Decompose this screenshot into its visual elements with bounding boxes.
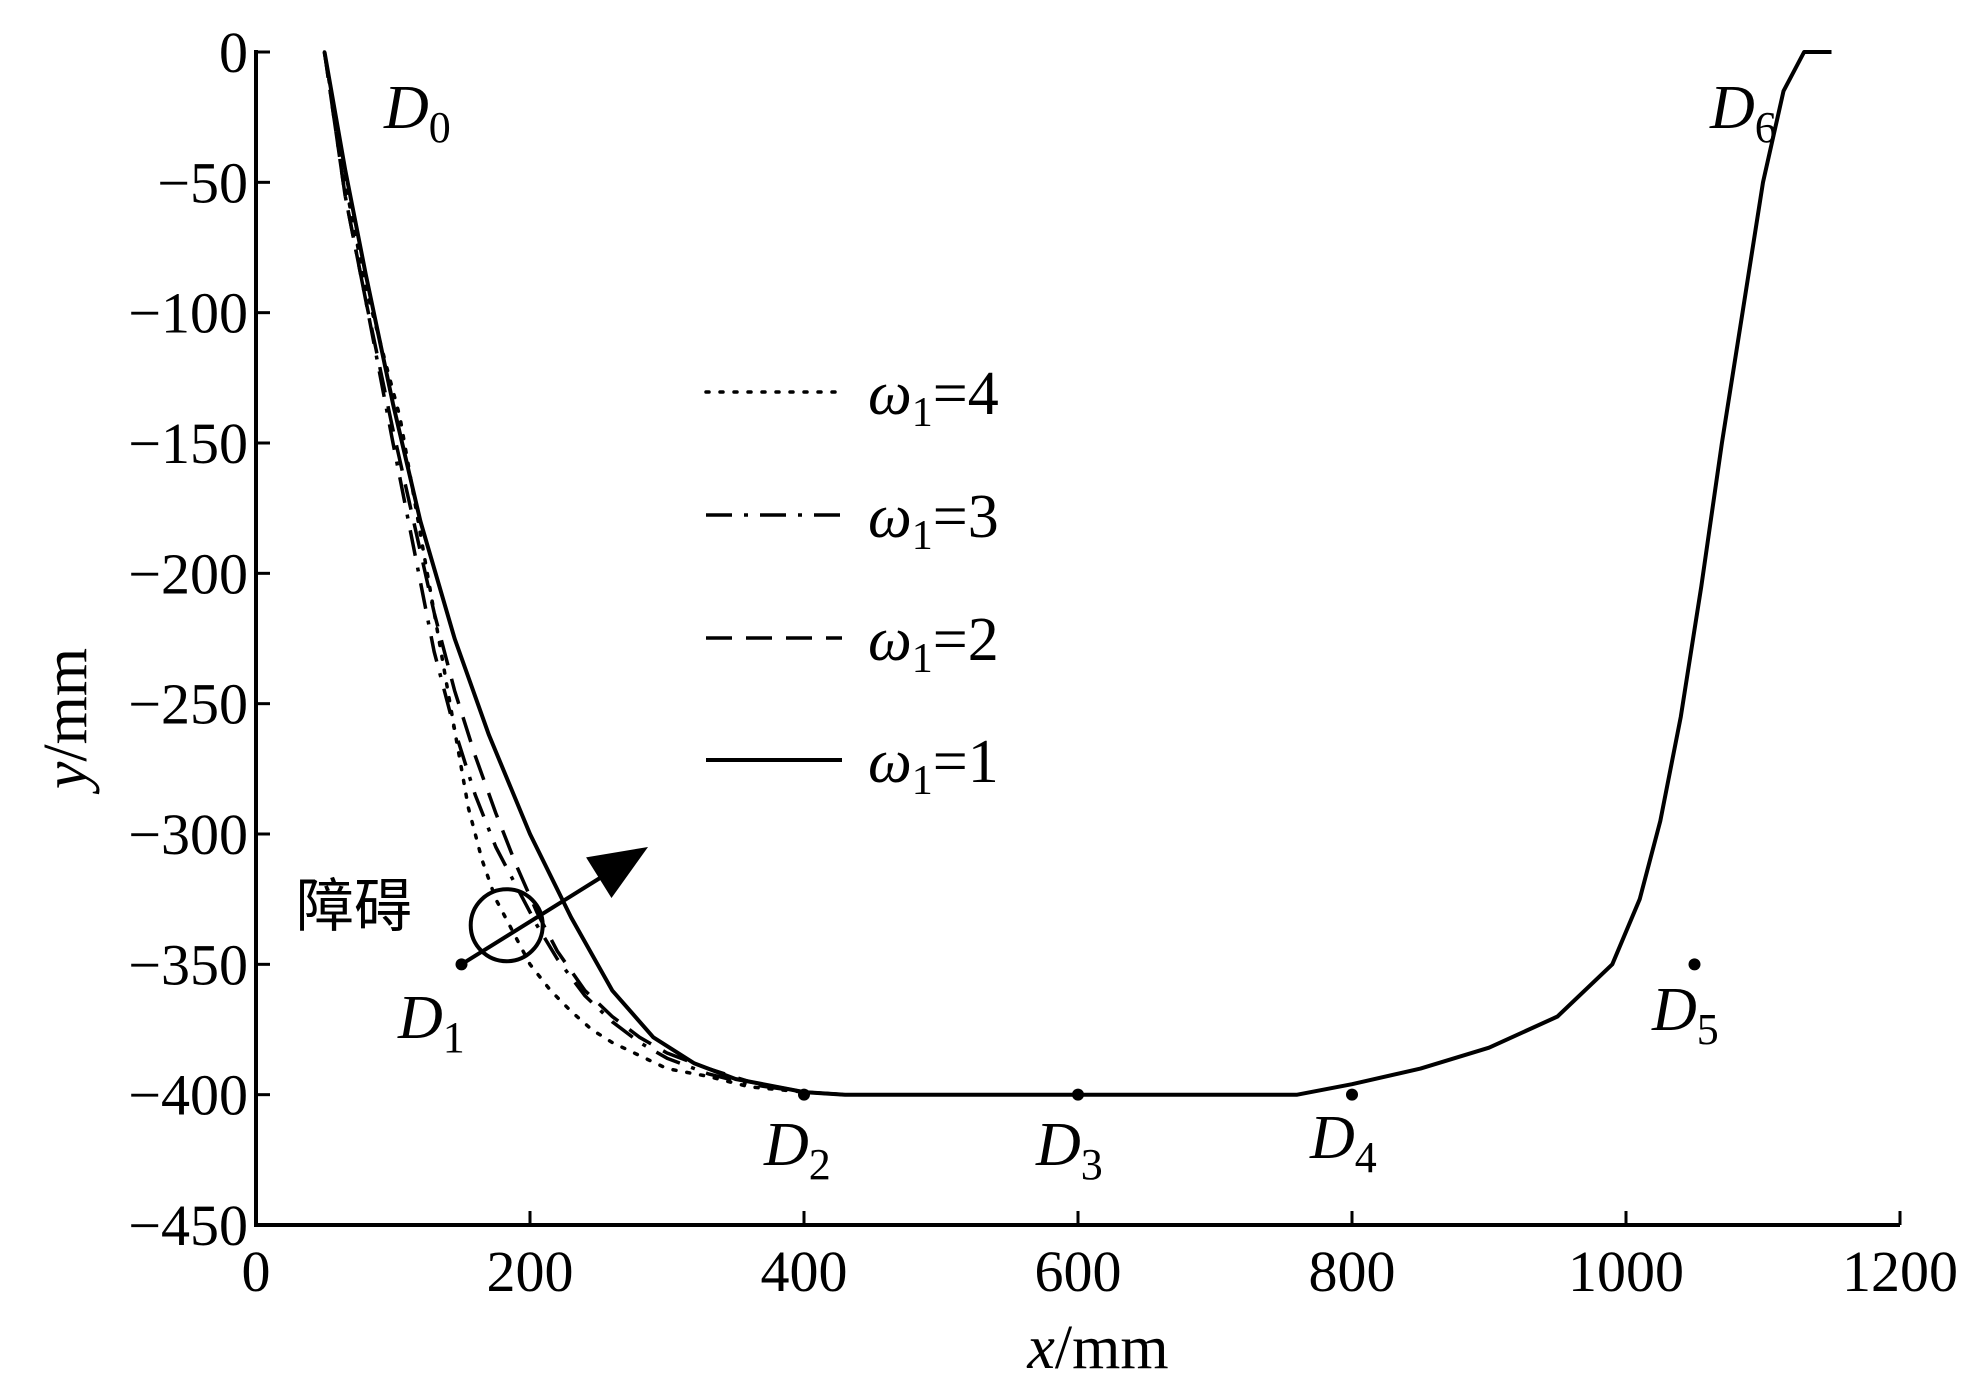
obstacle-label: 障碍 (296, 872, 412, 940)
obstacle-circle (468, 887, 545, 964)
x-tick-label: 0 (242, 1239, 271, 1304)
obstacle-arrow-head (586, 847, 648, 899)
series-line-solid (322, 50, 1832, 1097)
point-marker (1346, 1088, 1358, 1101)
axes (254, 50, 1900, 1227)
x-tick-label: 400 (761, 1239, 848, 1304)
series-line-dashdot (322, 51, 846, 1097)
ticks: 0 200 400 600 800 1000 1200 0 −50 −100 −150 −200 −25… (128, 20, 1958, 1304)
obstacle-arrow-shaft (460, 876, 602, 967)
y-tick-label: −350 (128, 932, 248, 997)
x-tick-label: 800 (1309, 1239, 1396, 1304)
x-tick-label: 1000 (1568, 1239, 1684, 1304)
y-tick-label: 0 (219, 20, 248, 85)
x-tick-label: 1200 (1842, 1239, 1958, 1304)
points-layer: D0 D1 D2 D3 D4 D5 D6 (383, 74, 1777, 1189)
y-tick-label: −50 (157, 150, 248, 215)
legend-entry: ω1=2 (868, 606, 999, 682)
legend-entry: ω1=3 (868, 483, 999, 559)
y-tick-label: −300 (128, 802, 248, 867)
point-label: D1 (397, 984, 465, 1062)
y-tick-label: −250 (128, 672, 248, 737)
point-label: D4 (1309, 1104, 1377, 1182)
axis-titles: x/mm y/mm (32, 648, 1169, 1382)
point-label: D2 (763, 1111, 831, 1189)
x-axis-title: x/mm (1026, 1314, 1168, 1382)
x-tick-label: 200 (487, 1239, 574, 1304)
series-layer (322, 50, 1832, 1097)
point-label: D5 (1651, 976, 1719, 1054)
point-label: D6 (1709, 74, 1777, 152)
legend-entry: ω1=4 (868, 360, 999, 436)
y-tick-label: −450 (128, 1193, 248, 1258)
point-label: D0 (383, 74, 451, 152)
y-tick-label: −100 (128, 281, 248, 346)
y-tick-label: −400 (128, 1063, 248, 1128)
legend: ω1=4 ω1=3 ω1=2 ω1=1 (704, 360, 999, 804)
annotation-layer: 障碍 (296, 847, 648, 967)
point-marker (1688, 958, 1701, 971)
point-marker (1072, 1088, 1084, 1101)
series-line-dotted (322, 50, 847, 1097)
point-marker (798, 1088, 810, 1101)
point-label: D3 (1035, 1111, 1103, 1189)
x-tick-label: 600 (1035, 1239, 1122, 1304)
legend-entry: ω1=1 (868, 728, 999, 804)
y-axis-title: y/mm (32, 648, 100, 795)
y-tick-label: −200 (128, 541, 248, 606)
y-tick-label: −150 (128, 411, 248, 476)
